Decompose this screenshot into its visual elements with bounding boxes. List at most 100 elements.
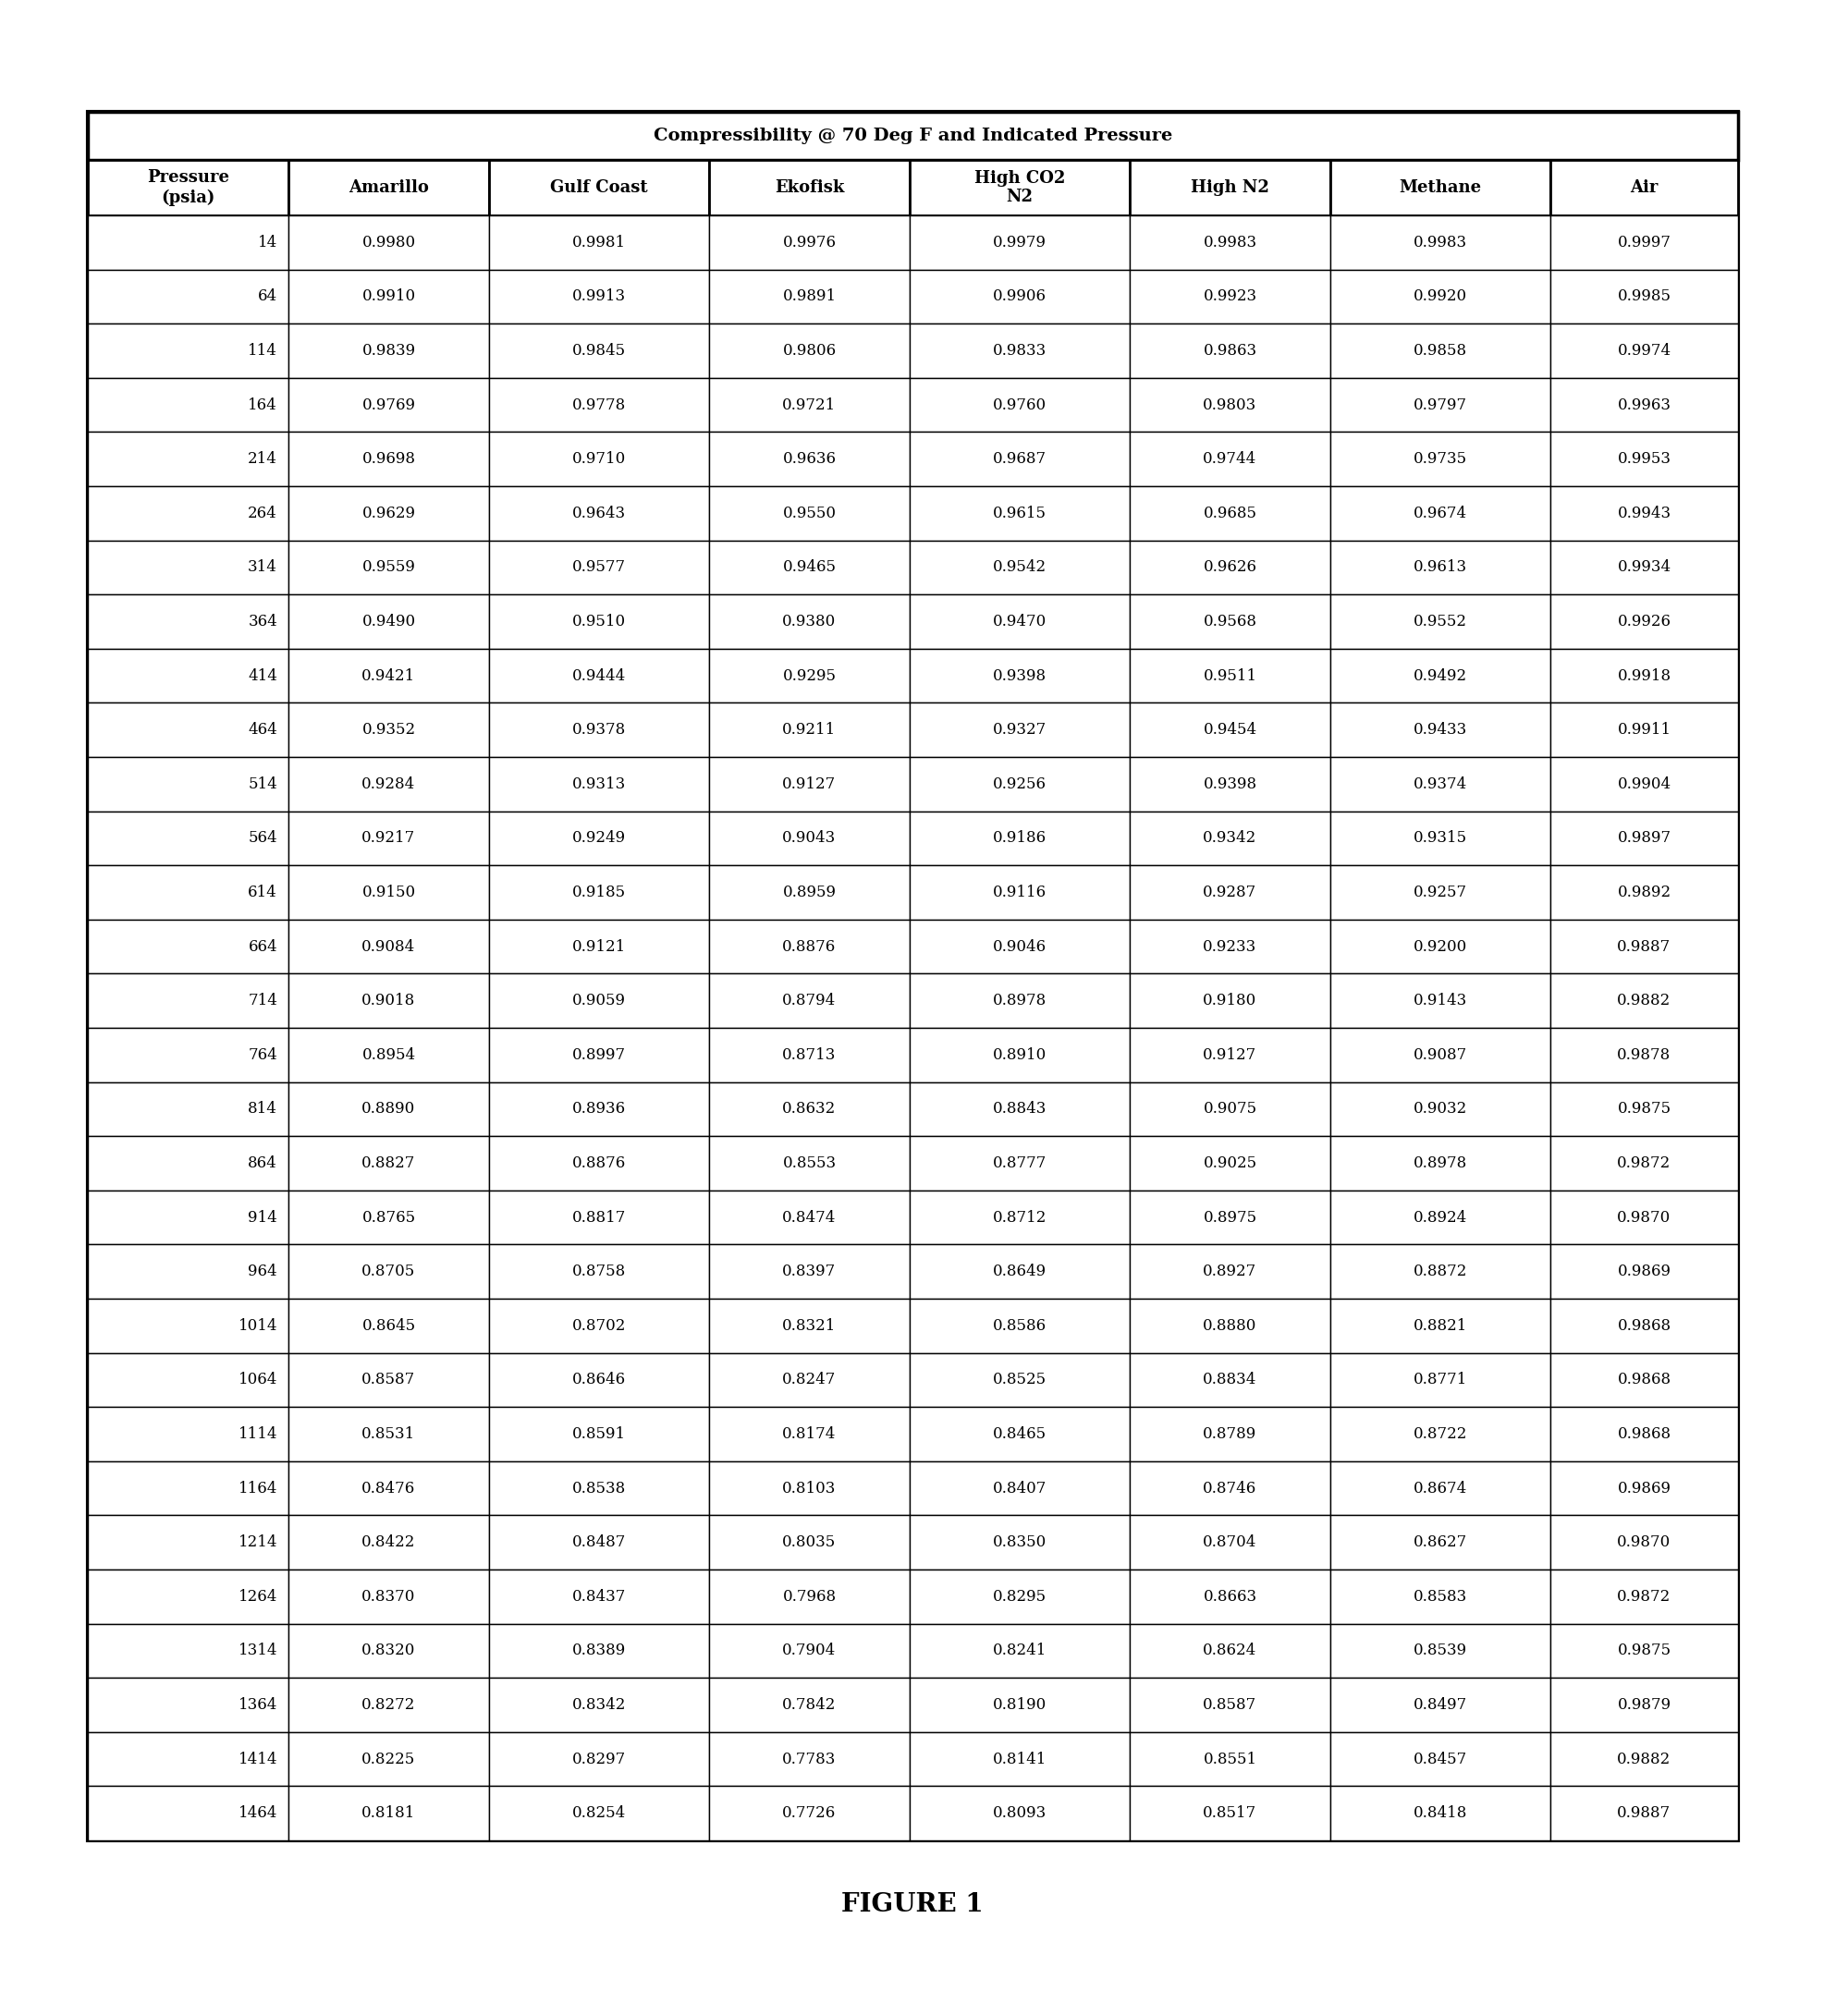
Bar: [1550, 1083, 1736, 1137]
Bar: [288, 1677, 489, 1732]
Bar: [489, 431, 710, 486]
Bar: [1330, 270, 1550, 325]
Text: 0.9643: 0.9643: [573, 506, 626, 522]
Text: 0.8247: 0.8247: [782, 1373, 835, 1387]
Bar: [908, 325, 1129, 377]
Text: 0.8241: 0.8241: [992, 1643, 1047, 1659]
Text: 0.9075: 0.9075: [1202, 1101, 1257, 1117]
Text: 0.9342: 0.9342: [1202, 831, 1257, 847]
Bar: [1129, 1407, 1330, 1462]
Bar: [710, 1244, 908, 1298]
Text: 0.8320: 0.8320: [361, 1643, 416, 1659]
Bar: [88, 159, 288, 216]
Bar: [908, 1570, 1129, 1623]
Bar: [710, 159, 908, 216]
Bar: [1550, 1786, 1736, 1841]
Bar: [1129, 1732, 1330, 1786]
Bar: [1550, 270, 1736, 325]
Text: 0.9492: 0.9492: [1414, 667, 1466, 683]
Bar: [288, 1137, 489, 1189]
Bar: [88, 865, 288, 919]
Text: 0.9953: 0.9953: [1616, 452, 1671, 468]
Bar: [88, 810, 288, 865]
Bar: [1330, 1462, 1550, 1516]
Text: 0.9892: 0.9892: [1616, 885, 1671, 901]
Bar: [1550, 1189, 1736, 1244]
Text: 0.9249: 0.9249: [573, 831, 626, 847]
Text: 0.9043: 0.9043: [782, 831, 835, 847]
Text: 0.9378: 0.9378: [573, 722, 626, 738]
Text: 0.9875: 0.9875: [1616, 1643, 1671, 1659]
Text: 0.8645: 0.8645: [361, 1318, 416, 1335]
Text: 0.8587: 0.8587: [1202, 1697, 1257, 1714]
Bar: [1129, 1623, 1330, 1677]
Text: 0.7783: 0.7783: [782, 1752, 835, 1766]
Bar: [288, 595, 489, 649]
Bar: [489, 649, 710, 704]
Bar: [710, 216, 908, 270]
Text: Gulf Coast: Gulf Coast: [551, 179, 648, 196]
Text: 0.8035: 0.8035: [782, 1534, 835, 1550]
Text: 0.8342: 0.8342: [571, 1697, 626, 1714]
Bar: [908, 810, 1129, 865]
Bar: [710, 919, 908, 974]
Bar: [88, 1189, 288, 1244]
Text: 0.9985: 0.9985: [1616, 288, 1671, 304]
Text: 0.8297: 0.8297: [573, 1752, 626, 1766]
Bar: [288, 486, 489, 540]
Text: 0.8587: 0.8587: [361, 1373, 416, 1387]
Text: 0.9911: 0.9911: [1616, 722, 1671, 738]
Text: 0.8174: 0.8174: [782, 1425, 835, 1441]
Text: 0.8497: 0.8497: [1414, 1697, 1466, 1714]
Bar: [489, 1407, 710, 1462]
Text: 0.9735: 0.9735: [1414, 452, 1466, 468]
Text: 0.9217: 0.9217: [361, 831, 416, 847]
Bar: [1330, 1028, 1550, 1083]
Text: 0.9287: 0.9287: [1202, 885, 1257, 901]
Bar: [710, 704, 908, 758]
Text: 1264: 1264: [239, 1589, 277, 1605]
Bar: [88, 486, 288, 540]
Bar: [1330, 1083, 1550, 1137]
Bar: [710, 486, 908, 540]
Text: High CO2
N2: High CO2 N2: [974, 169, 1065, 206]
Bar: [1330, 1407, 1550, 1462]
Text: 0.9897: 0.9897: [1616, 831, 1671, 847]
Text: 0.9256: 0.9256: [992, 776, 1045, 792]
Bar: [908, 865, 1129, 919]
Text: 814: 814: [248, 1101, 277, 1117]
Text: 0.9943: 0.9943: [1616, 506, 1671, 522]
Text: 0.9233: 0.9233: [1202, 939, 1257, 954]
Bar: [489, 974, 710, 1028]
Bar: [489, 1570, 710, 1623]
Text: 0.8624: 0.8624: [1202, 1643, 1257, 1659]
Bar: [710, 1786, 908, 1841]
Text: 0.9059: 0.9059: [573, 994, 626, 1008]
Bar: [710, 810, 908, 865]
Text: 0.9454: 0.9454: [1202, 722, 1257, 738]
Bar: [288, 540, 489, 595]
Text: 0.9511: 0.9511: [1202, 667, 1257, 683]
Text: 0.8181: 0.8181: [361, 1806, 416, 1820]
Bar: [1330, 377, 1550, 431]
Bar: [710, 1298, 908, 1353]
Text: 0.9869: 0.9869: [1616, 1480, 1671, 1496]
Text: 0.8924: 0.8924: [1414, 1210, 1466, 1226]
Bar: [88, 1298, 288, 1353]
Text: 0.9550: 0.9550: [782, 506, 835, 522]
Text: 0.9211: 0.9211: [782, 722, 835, 738]
Bar: [1330, 758, 1550, 810]
Bar: [1330, 1244, 1550, 1298]
Text: 0.8705: 0.8705: [361, 1264, 416, 1280]
Bar: [1550, 810, 1736, 865]
Text: 0.9934: 0.9934: [1616, 560, 1671, 575]
Text: 0.9887: 0.9887: [1616, 1806, 1671, 1820]
Text: 1164: 1164: [239, 1480, 277, 1496]
Bar: [88, 974, 288, 1028]
Text: 0.8880: 0.8880: [1202, 1318, 1257, 1335]
Bar: [710, 431, 908, 486]
Bar: [88, 704, 288, 758]
Text: 0.9868: 0.9868: [1616, 1425, 1671, 1441]
Text: 0.9872: 0.9872: [1616, 1589, 1671, 1605]
Text: 864: 864: [248, 1155, 277, 1171]
